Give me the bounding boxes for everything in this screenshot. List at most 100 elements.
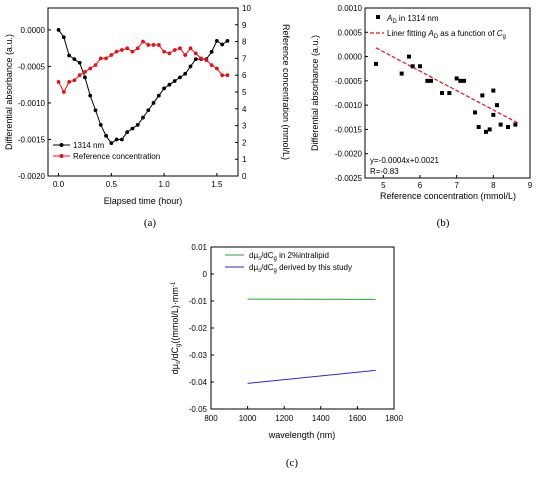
panel-b-point	[491, 112, 496, 117]
panel-b-point	[458, 78, 463, 83]
panel-a-point-1314	[77, 60, 82, 65]
panel-b-x-tick-label: 8	[491, 181, 496, 190]
panel-a-point-reference	[130, 49, 135, 54]
panel-b-fit-line	[375, 47, 520, 125]
panel-b-point	[513, 122, 518, 127]
panel-a-point-reference	[114, 49, 119, 54]
panel-a-y-left-tick-label: -0.0010	[18, 99, 46, 108]
panel-a-point-reference	[83, 69, 87, 74]
panel-a-point-reference	[178, 46, 182, 51]
panel-b-ylabel: Differential absorbance (a.u.)	[310, 35, 320, 151]
panel-a-point-reference	[225, 73, 230, 78]
panel-c-ylabel: dμs/dCg((mmol/L)·mm-1	[170, 281, 182, 374]
panel-a-point-reference	[109, 53, 114, 57]
panel-a: 0.0 0.5 1.0 1.5 0.0000 -0.0005 -0.0010 -0.0015…	[4, 4, 291, 229]
panel-b-point	[410, 64, 415, 69]
panel-c-y-tick-label: -0.01	[189, 297, 208, 306]
panel-a-point-reference	[77, 73, 82, 78]
panel-a-plot-frame	[47, 7, 239, 177]
panel-a-point-reference	[193, 51, 198, 56]
panel-a-ylabel-right: Reference concentration (mmol/L)	[281, 24, 291, 160]
panel-a-point-1314	[214, 38, 219, 43]
panel-a-point-reference	[172, 48, 177, 52]
panel-b-legend-label-fit: Liner fitting AD as a function of Cg	[387, 29, 506, 40]
panel-a-point-1314	[188, 64, 193, 69]
panel-a-y-right-tick-label: 10	[242, 4, 251, 13]
panel-b-y-tick-label: 0.0000	[338, 53, 363, 62]
panel-c-x-tick-label: 1600	[349, 414, 367, 423]
panel-a-point-reference	[199, 56, 203, 61]
panel-a-y-right-tick-label: 5	[242, 88, 247, 97]
panel-b-y-tick-label: -0.0025	[335, 174, 363, 183]
panel-b-xlabel: Reference concentration (mmol/L)	[380, 191, 516, 201]
panel-a-point-reference	[209, 63, 214, 68]
panel-b-point	[425, 78, 430, 83]
panel-a-point-1314	[114, 137, 119, 142]
panel-a-y-right-ticks: 0 1 2 3 4 5 6 7 8 9 10	[235, 4, 251, 181]
panel-b-legend: AD in 1314 nm Liner fitting AD as a func…	[370, 14, 506, 40]
panel-a-legend-marker-ref	[59, 154, 64, 158]
panel-a-point-reference	[98, 56, 103, 61]
panel-a-legend-marker-1314	[59, 143, 64, 147]
panel-a-point-1314	[67, 53, 72, 58]
panel-a-point-reference	[188, 46, 193, 51]
panel-b-point	[498, 122, 503, 127]
panel-a-y-left-tick-label: -0.0005	[18, 62, 46, 71]
panel-b-point	[447, 91, 452, 95]
panel-a-point-1314	[72, 57, 77, 62]
panel-c-y-tick-label: -0.02	[189, 324, 208, 333]
panel-a-point-reference	[167, 51, 172, 56]
panel-b-point	[440, 91, 444, 95]
panel-a-point-reference	[56, 80, 61, 84]
panel-b-point	[476, 125, 481, 129]
panel-b-annotation-equation: y=-0.0004x+0.0021	[370, 156, 439, 165]
panel-a-point-1314	[56, 28, 61, 32]
panel-b-legend-label-points: AD in 1314 nm	[386, 14, 439, 25]
panel-a-point-1314	[125, 130, 130, 135]
panel-a-point-1314	[104, 133, 108, 138]
panel-a-point-reference	[156, 43, 161, 47]
panel-c-series-line-study	[247, 369, 376, 384]
panel-c-y-tick-label: -0.05	[189, 405, 208, 414]
panel-a-point-reference	[135, 46, 140, 51]
panel-c-legend: dμs/dCg in 2%intralipid dμs/dCg derived …	[225, 251, 352, 274]
panel-c-xlabel: wavelength (nm)	[268, 430, 336, 440]
panel-a-x-tick-label: 1.5	[211, 180, 223, 189]
panel-c-y-tick-label: -0.04	[189, 378, 208, 387]
panel-b-fit	[375, 47, 520, 125]
panel-a-y-right-tick-label: 1	[242, 155, 247, 164]
panel-b-plot-frame	[364, 7, 531, 179]
panel-b-point	[495, 103, 499, 108]
panel-a-point-reference	[88, 66, 93, 71]
panel-a-y-left-tick-label: -0.0020	[18, 172, 46, 181]
panel-a-point-1314	[83, 75, 87, 80]
panel-a-point-reference	[125, 46, 130, 51]
panel-b-x-tick-label: 9	[528, 181, 533, 190]
panel-c-y-ticks: 0.01 0 -0.01 -0.02 -0.03 -0.04 -0.05	[189, 243, 214, 414]
panel-a-point-reference	[61, 90, 66, 94]
panel-a-x-ticks: 0.0 0.5 1.0 1.5	[53, 173, 223, 189]
panel-a-xlabel: Elapsed time (hour)	[104, 196, 183, 206]
panel-a-point-1314	[172, 79, 177, 83]
panel-b-points	[374, 54, 518, 134]
panel-a-point-1314	[109, 141, 114, 146]
panel-b-x-ticks: 5 6 7 8 9	[381, 175, 533, 190]
panel-b-y-tick-label: -0.0020	[335, 150, 363, 159]
panel-a-point-1314	[146, 108, 151, 113]
panel-b-y-ticks: 0.0010 0.0005 0.0000 -0.0005 -0.0010 -0.0015 -…	[335, 4, 368, 183]
panel-b-point	[480, 93, 485, 98]
panel-c-y-tick-label: 0	[203, 270, 208, 279]
panel-a-y-right-tick-label: 3	[242, 122, 247, 131]
panel-a-x-tick-label: 0.0	[53, 180, 65, 189]
panel-b-point	[429, 78, 433, 83]
panel-a-point-reference	[220, 73, 225, 78]
panel-a-y-right-tick-label: 0	[242, 172, 247, 181]
panel-a-point-reference	[72, 78, 77, 83]
panel-a-point-1314	[119, 137, 124, 142]
panel-a-series-line-reference	[58, 40, 228, 94]
panel-c-x-tick-label: 1400	[312, 414, 330, 423]
panel-a-x-tick-label: 1.0	[159, 180, 171, 189]
panel-b-annotation-r: R=-0.83	[370, 167, 399, 176]
panel-a-point-reference	[146, 43, 151, 47]
